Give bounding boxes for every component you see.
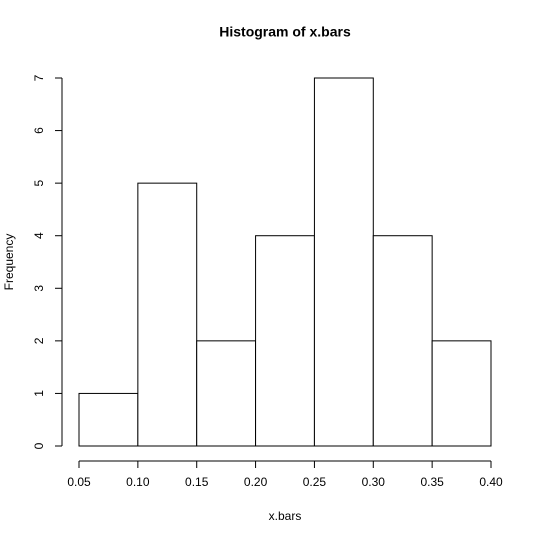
y-tick-label: 1	[32, 390, 46, 397]
bar	[78, 392, 139, 447]
y-axis-label: Frequency	[2, 234, 16, 291]
x-tick-label: 0.35	[420, 475, 444, 489]
y-tick-label: 0	[32, 442, 46, 449]
bar	[313, 77, 374, 447]
x-tick-label: 0.15	[185, 475, 209, 489]
bar	[137, 182, 198, 447]
x-tick-label: 0.20	[244, 475, 268, 489]
y-tick-label: 2	[32, 337, 46, 344]
x-tick-label: 0.30	[362, 475, 386, 489]
x-tick-label: 0.40	[479, 475, 503, 489]
y-tick-label: 4	[32, 232, 46, 239]
chart-title: Histogram of x.bars	[219, 24, 351, 40]
y-tick-label: 5	[32, 179, 46, 186]
x-tick-label: 0.25	[303, 475, 327, 489]
y-tick-label: 7	[32, 74, 46, 81]
bar	[431, 340, 492, 447]
bar	[196, 340, 257, 447]
y-tick-label: 6	[32, 127, 46, 134]
x-tick-label: 0.05	[67, 475, 91, 489]
x-axis-label: x.bars	[269, 509, 302, 523]
y-tick-label: 3	[32, 285, 46, 292]
bar	[372, 235, 433, 447]
bar	[255, 235, 315, 447]
x-tick-label: 0.10	[126, 475, 150, 489]
